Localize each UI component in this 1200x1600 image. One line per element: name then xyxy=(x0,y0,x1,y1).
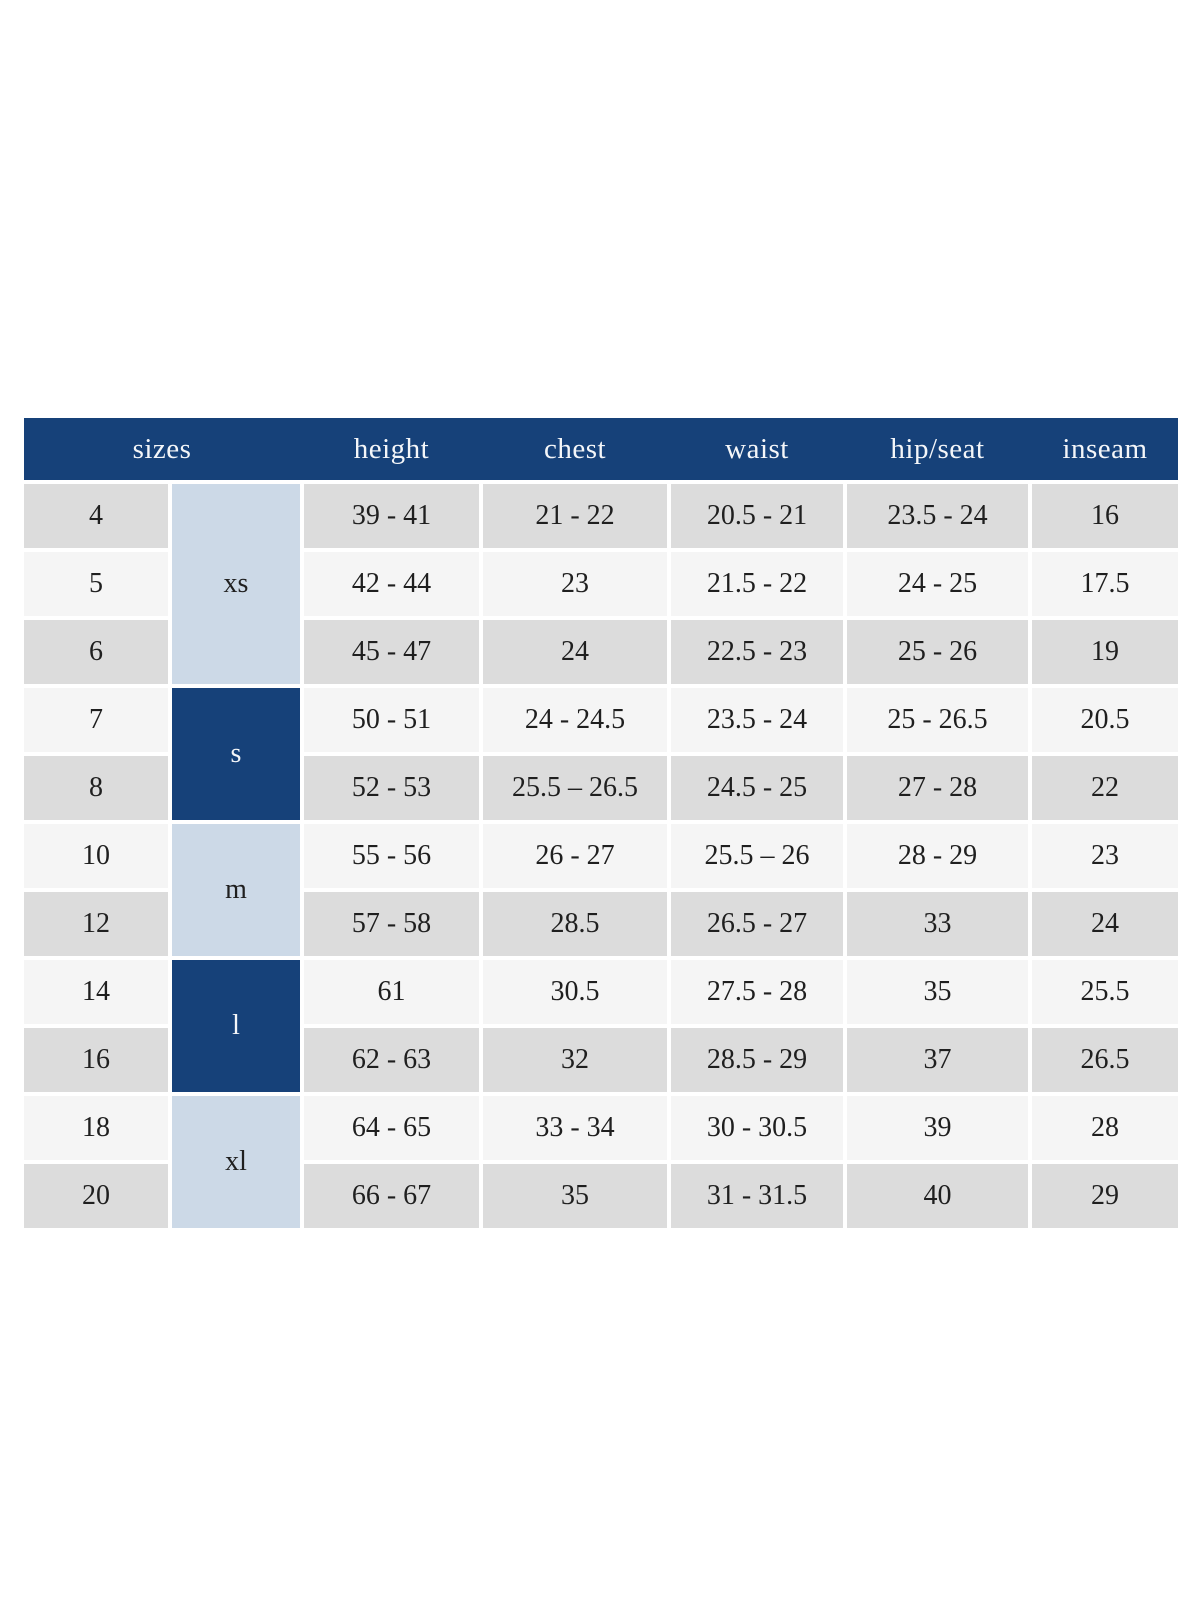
inseam-cell: 17.5 xyxy=(1032,552,1178,616)
waist-cell: 31 - 31.5 xyxy=(671,1164,843,1228)
size-cell: 14 xyxy=(24,960,168,1024)
chest-cell: 21 - 22 xyxy=(483,484,667,548)
inseam-cell: 24 xyxy=(1032,892,1178,956)
height-cell: 64 - 65 xyxy=(304,1096,479,1160)
waist-cell: 26.5 - 27 xyxy=(671,892,843,956)
hip-seat-cell: 28 - 29 xyxy=(847,824,1028,888)
chest-cell: 30.5 xyxy=(483,960,667,1024)
size-cell: 20 xyxy=(24,1164,168,1228)
inseam-cell: 23 xyxy=(1032,824,1178,888)
hip-seat-cell: 23.5 - 24 xyxy=(847,484,1028,548)
chest-cell: 24 xyxy=(483,620,667,684)
column-header-sizes: sizes xyxy=(132,432,192,465)
hip-seat-cell: 25 - 26.5 xyxy=(847,688,1028,752)
waist-cell: 23.5 - 24 xyxy=(671,688,843,752)
waist-cell: 25.5 – 26 xyxy=(671,824,843,888)
size-group-cell-m: m xyxy=(172,824,300,956)
height-cell: 50 - 51 xyxy=(304,688,479,752)
hip-seat-cell: 25 - 26 xyxy=(847,620,1028,684)
column-header-inseam: inseam xyxy=(1062,432,1148,465)
height-cell: 42 - 44 xyxy=(304,552,479,616)
chest-cell: 33 - 34 xyxy=(483,1096,667,1160)
chest-cell: 23 xyxy=(483,552,667,616)
hip-seat-cell: 33 xyxy=(847,892,1028,956)
height-cell: 39 - 41 xyxy=(304,484,479,548)
column-header-chest: chest xyxy=(543,432,607,465)
waist-cell: 27.5 - 28 xyxy=(671,960,843,1024)
size-cell: 7 xyxy=(24,688,168,752)
hip-seat-cell: 35 xyxy=(847,960,1028,1024)
chest-cell: 26 - 27 xyxy=(483,824,667,888)
height-cell: 61 xyxy=(304,960,479,1024)
waist-cell: 22.5 - 23 xyxy=(671,620,843,684)
waist-cell: 24.5 - 25 xyxy=(671,756,843,820)
column-header-hip-seat: hip/seat xyxy=(890,432,985,465)
height-cell: 66 - 67 xyxy=(304,1164,479,1228)
height-cell: 52 - 53 xyxy=(304,756,479,820)
size-cell: 5 xyxy=(24,552,168,616)
inseam-cell: 20.5 xyxy=(1032,688,1178,752)
chest-cell: 32 xyxy=(483,1028,667,1092)
inseam-cell: 19 xyxy=(1032,620,1178,684)
table-header-row: sizes height chest waist hip/seat inseam xyxy=(24,418,1178,480)
inseam-cell: 29 xyxy=(1032,1164,1178,1228)
height-cell: 45 - 47 xyxy=(304,620,479,684)
size-chart-table: sizes height chest waist hip/seat inseam… xyxy=(24,418,1178,1228)
inseam-cell: 26.5 xyxy=(1032,1028,1178,1092)
waist-cell: 21.5 - 22 xyxy=(671,552,843,616)
size-cell: 4 xyxy=(24,484,168,548)
hip-seat-cell: 37 xyxy=(847,1028,1028,1092)
size-cell: 16 xyxy=(24,1028,168,1092)
height-cell: 57 - 58 xyxy=(304,892,479,956)
chest-cell: 35 xyxy=(483,1164,667,1228)
column-header-height: height xyxy=(353,432,430,465)
hip-seat-cell: 24 - 25 xyxy=(847,552,1028,616)
height-cell: 62 - 63 xyxy=(304,1028,479,1092)
size-cell: 12 xyxy=(24,892,168,956)
hip-seat-cell: 39 xyxy=(847,1096,1028,1160)
inseam-cell: 25.5 xyxy=(1032,960,1178,1024)
waist-cell: 20.5 - 21 xyxy=(671,484,843,548)
chest-cell: 25.5 – 26.5 xyxy=(483,756,667,820)
inseam-cell: 22 xyxy=(1032,756,1178,820)
size-group-cell-s: s xyxy=(172,688,300,820)
height-cell: 55 - 56 xyxy=(304,824,479,888)
size-group-cell-l: l xyxy=(172,960,300,1092)
hip-seat-cell: 40 xyxy=(847,1164,1028,1228)
size-cell: 18 xyxy=(24,1096,168,1160)
inseam-cell: 28 xyxy=(1032,1096,1178,1160)
inseam-cell: 16 xyxy=(1032,484,1178,548)
waist-cell: 30 - 30.5 xyxy=(671,1096,843,1160)
size-cell: 6 xyxy=(24,620,168,684)
waist-cell: 28.5 - 29 xyxy=(671,1028,843,1092)
chest-cell: 24 - 24.5 xyxy=(483,688,667,752)
column-header-waist: waist xyxy=(725,432,789,465)
hip-seat-cell: 27 - 28 xyxy=(847,756,1028,820)
size-cell: 8 xyxy=(24,756,168,820)
size-group-cell-xs: xs xyxy=(172,484,300,684)
size-cell: 10 xyxy=(24,824,168,888)
size-group-cell-xl: xl xyxy=(172,1096,300,1228)
chest-cell: 28.5 xyxy=(483,892,667,956)
